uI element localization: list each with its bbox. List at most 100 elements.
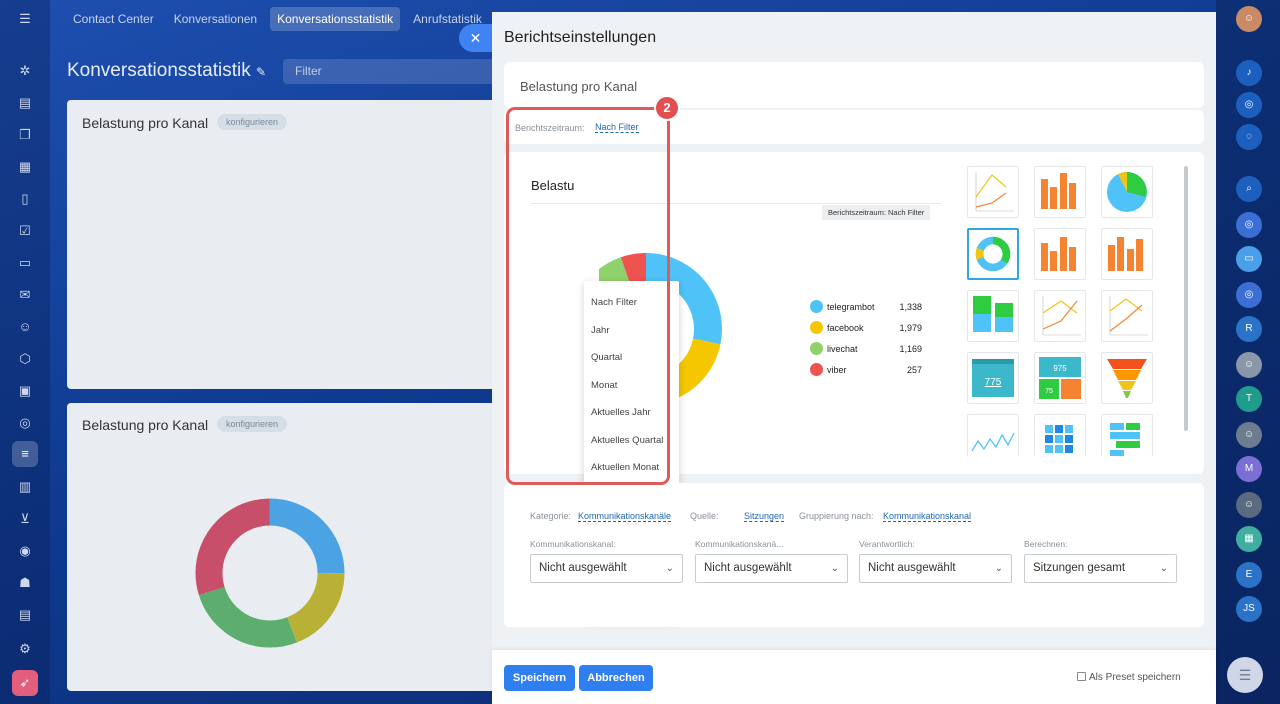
report-title-field[interactable]: Belastung pro Kanal [504, 62, 1204, 108]
contact-avatar[interactable]: E [1236, 562, 1262, 588]
thumb-donut-chart-selected[interactable] [967, 228, 1019, 280]
thumb-number-widget[interactable]: 775 [967, 352, 1019, 404]
configure-badge[interactable]: konfigurieren [217, 114, 288, 130]
monitor-icon[interactable]: ▣ [18, 383, 32, 398]
thumb-stacked-bar-chart[interactable] [967, 290, 1019, 342]
chart-icon[interactable]: ▥ [18, 479, 32, 494]
chevron-down-icon: ⌄ [1159, 563, 1168, 574]
store-icon[interactable]: ▤ [18, 607, 32, 622]
chart-type-gallery: 775 975 75 [964, 166, 1184, 456]
crm-icon[interactable]: ▭ [18, 255, 32, 270]
disc-icon[interactable]: ◉ [19, 543, 31, 558]
openline-icon[interactable]: ◎ [1236, 212, 1262, 238]
legend-item: facebook 1,979 [810, 321, 922, 335]
tab-anrufstatistik[interactable]: Anrufstatistik [413, 12, 482, 26]
puzzle-icon[interactable]: ✲ [19, 63, 31, 78]
thumb-heatmap[interactable] [1034, 414, 1086, 456]
calculate-select[interactable]: Sitzungen gesamt ⌄ [1024, 554, 1177, 583]
responsible-select[interactable]: Nicht ausgewählt ⌄ [859, 554, 1012, 583]
menu-icon[interactable]: ☰ [19, 11, 31, 26]
thumb-table-widget[interactable] [1101, 414, 1153, 456]
period-option[interactable]: Aktuellen Monat [591, 462, 660, 473]
cancel-button[interactable]: Abbrechen [579, 665, 653, 691]
tab-konversationen[interactable]: Konversationen [173, 12, 258, 26]
contact-avatar[interactable]: M [1236, 456, 1262, 482]
chat-icon[interactable]: ❐ [19, 127, 31, 142]
calendar-icon[interactable]: ▦ [18, 159, 32, 174]
card-title: Belastung pro Kanal [82, 115, 209, 131]
thumb-line-chart[interactable] [967, 166, 1019, 218]
gallery-scrollbar[interactable] [1184, 166, 1188, 431]
category-label: Kategorie: [530, 511, 572, 521]
period-option[interactable]: Aktuelles Jahr [591, 407, 651, 418]
grouping-label: Gruppierung nach: [799, 511, 874, 521]
period-option[interactable]: Quartal [591, 352, 623, 363]
bell-icon[interactable]: ♪ [1236, 60, 1262, 86]
period-option[interactable]: Nach Filter [591, 297, 637, 308]
document-icon[interactable]: ▯ [21, 191, 29, 206]
chevron-down-icon: ⌄ [830, 563, 839, 574]
period-option[interactable]: Monat [591, 379, 618, 391]
source-label: Quelle: [690, 511, 719, 521]
contact-avatar[interactable]: ☺ [1236, 352, 1262, 378]
hexagon-icon[interactable]: ⬡ [19, 351, 31, 366]
period-option[interactable]: Aktuelles Quartal [591, 434, 664, 446]
target-icon[interactable]: ◎ [1236, 92, 1262, 118]
filter-input[interactable]: Filter [283, 59, 503, 84]
source-selector[interactable]: Sitzungen [744, 511, 785, 522]
thumb-line-chart[interactable] [1101, 290, 1153, 342]
thumb-bar-chart[interactable] [1034, 228, 1086, 280]
thumb-multi-number-widget[interactable]: 975 75 [1034, 352, 1086, 404]
left-sidebar: ☰ ✲ ▤ ❐ ▦ ▯ ☑ ▭ ✉ ☺ ⬡ ▣ ◎ ≡ ▥ ⊻ ◉ ☗ ▤ ⚙ … [0, 0, 50, 704]
contact-avatar[interactable]: JS [1236, 596, 1262, 622]
openline-icon[interactable]: ◎ [1236, 282, 1262, 308]
messenger-icon[interactable]: ▭ [1236, 246, 1262, 272]
tab-konversationsstatistik[interactable]: Konversationsstatistik [270, 7, 401, 31]
robot-icon[interactable]: ☗ [19, 575, 31, 590]
contact-avatar[interactable]: R [1236, 316, 1262, 342]
period-option[interactable]: Jahr [591, 324, 610, 336]
user-avatar[interactable]: ☺ [1236, 6, 1262, 32]
edit-pencil-icon[interactable]: ✎ [256, 65, 267, 79]
callout-highlight-frame [506, 107, 670, 485]
thumb-area-line-chart[interactable] [967, 414, 1019, 456]
thumb-number-a: 775 [985, 377, 1002, 388]
report-card: Belastung pro Kanal konfigurieren [67, 100, 507, 389]
configure-badge[interactable]: konfigurieren [217, 416, 288, 432]
feed-icon[interactable]: ▤ [18, 95, 32, 110]
thumb-funnel-chart[interactable] [1101, 352, 1153, 404]
card-title: Belastung pro Kanal [82, 417, 209, 433]
legend-label: viber [827, 365, 847, 375]
contact-avatar[interactable]: T [1236, 386, 1262, 412]
channel-2-select[interactable]: Nicht ausgewählt ⌄ [695, 554, 848, 583]
contact-avatar[interactable]: ▦ [1236, 526, 1262, 552]
thumb-bar-chart[interactable] [1101, 228, 1153, 280]
tab-contact-center[interactable]: Contact Center [73, 12, 154, 26]
thumb-pie-chart[interactable] [1101, 166, 1153, 218]
target-icon[interactable]: ◎ [19, 415, 31, 430]
contact-avatar[interactable]: ☺ [1236, 422, 1262, 448]
mail-icon[interactable]: ✉ [19, 287, 31, 302]
save-button[interactable]: Speichern [504, 665, 575, 691]
search-icon[interactable]: ⌕ [1236, 176, 1262, 202]
chat-search-icon[interactable]: ◌ [1236, 124, 1262, 150]
cart-icon[interactable]: ⊻ [20, 511, 30, 526]
contacts-icon[interactable]: ☺ [18, 319, 32, 334]
chat-menu-button[interactable]: ☰ [1227, 657, 1263, 693]
donut-slice-viber [599, 253, 722, 405]
save-preset-checkbox[interactable]: Als Preset speichern [1077, 672, 1181, 683]
channel-select[interactable]: Nicht ausgewählt ⌄ [530, 554, 683, 583]
close-panel-button[interactable]: ✕ [459, 24, 492, 52]
rocket-icon[interactable]: ➶ [12, 670, 38, 696]
preview-title: Belastu [531, 178, 575, 193]
thumb-bar-chart[interactable] [1034, 166, 1086, 218]
filter-icon[interactable]: ≡ [12, 441, 38, 467]
tasks-icon[interactable]: ☑ [19, 223, 31, 238]
contact-avatar[interactable]: ☺ [1236, 492, 1262, 518]
gear-icon[interactable]: ⚙ [19, 641, 31, 656]
chart-preview: Belastu Berichtszeitraum: Nach Filter te… [504, 152, 1204, 621]
period-selector[interactable]: Nach Filter [595, 122, 639, 133]
grouping-selector[interactable]: Kommunikationskanal [883, 511, 972, 522]
thumb-line-chart[interactable] [1034, 290, 1086, 342]
category-selector[interactable]: Kommunikationskanäle [578, 511, 672, 522]
